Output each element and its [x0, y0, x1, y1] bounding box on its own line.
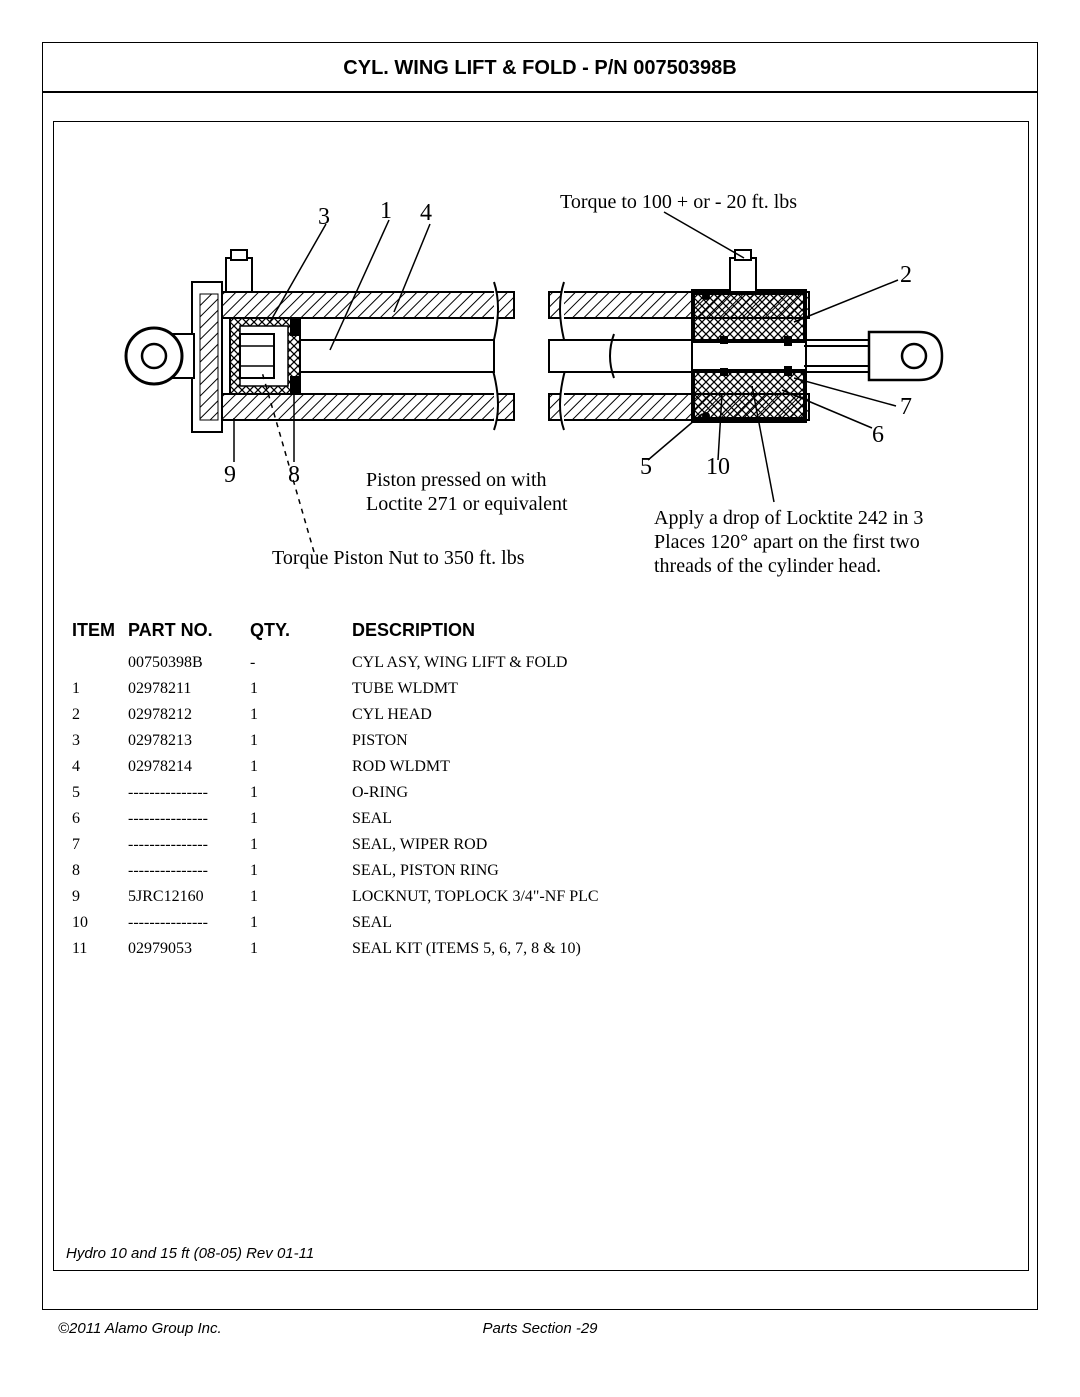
cell-desc: CYL ASY, WING LIFT & FOLD [352, 651, 992, 675]
cell-item: 10 [66, 911, 126, 935]
title-underline [43, 91, 1037, 93]
page-title: CYL. WING LIFT & FOLD - P/N 00750398B [43, 57, 1037, 80]
revision-line: Hydro 10 and 15 ft (08-05) Rev 01-11 [66, 1245, 314, 1262]
cell-qty: 1 [250, 729, 350, 753]
callout-5: 5 [640, 454, 652, 481]
table-row: 7---------------1SEAL, WIPER ROD [66, 833, 992, 857]
cell-part: --------------- [128, 859, 248, 883]
table-row: 4029782141ROD WLDMT [66, 755, 992, 779]
cell-part: 02978214 [128, 755, 248, 779]
cell-desc: TUBE WLDMT [352, 677, 992, 701]
page-footer: Parts Section -29 [0, 1320, 1080, 1337]
cell-part: 00750398B [128, 651, 248, 675]
callout-3: 3 [318, 204, 330, 231]
inner-frame: 4 1 3 9 8 2 7 6 10 5 Torque to 100 + or … [53, 121, 1029, 1271]
cell-desc: SEAL [352, 911, 992, 935]
cell-part: 02978211 [128, 677, 248, 701]
callout-6: 6 [872, 422, 884, 449]
cell-part: 02978213 [128, 729, 248, 753]
table-row: 5---------------1O-RING [66, 781, 992, 805]
cell-qty: 1 [250, 911, 350, 935]
table-row: 6---------------1SEAL [66, 807, 992, 831]
note-loctite-l3: threads of the cylinder head. [654, 554, 881, 579]
table-row: 1029782111TUBE WLDMT [66, 677, 992, 701]
table-header-row: ITEM PART NO. QTY. DESCRIPTION [66, 616, 992, 649]
cell-qty: 1 [250, 781, 350, 805]
cell-part: 02978212 [128, 703, 248, 727]
header-qty: QTY. [250, 616, 350, 649]
cell-item: 3 [66, 729, 126, 753]
cell-part: --------------- [128, 807, 248, 831]
cell-desc: ROD WLDMT [352, 755, 992, 779]
callout-7: 7 [900, 394, 912, 421]
cell-part: --------------- [128, 833, 248, 857]
cell-desc: PISTON [352, 729, 992, 753]
cell-item: 11 [66, 937, 126, 961]
note-loctite-l2: Places 120° apart on the first two [654, 530, 920, 555]
cell-qty: 1 [250, 859, 350, 883]
table-row: 00750398B-CYL ASY, WING LIFT & FOLD [66, 651, 992, 675]
cell-item [66, 651, 126, 675]
cell-part: 02979053 [128, 937, 248, 961]
cell-qty: 1 [250, 677, 350, 701]
cell-item: 5 [66, 781, 126, 805]
table-row: 95JRC121601LOCKNUT, TOPLOCK 3/4"-NF PLC [66, 885, 992, 909]
cylinder-diagram: 4 1 3 9 8 2 7 6 10 5 Torque to 100 + or … [94, 162, 990, 592]
callout-2: 2 [900, 262, 912, 289]
callout-9: 9 [224, 462, 236, 489]
header-item: ITEM [66, 616, 126, 649]
cell-qty: 1 [250, 703, 350, 727]
note-piston-l2: Loctite 271 or equivalent [366, 492, 568, 517]
header-part: PART NO. [128, 616, 248, 649]
note-loctite-l1: Apply a drop of Locktite 242 in 3 [654, 506, 923, 531]
outer-frame: CYL. WING LIFT & FOLD - P/N 00750398B [42, 42, 1038, 1310]
callout-1: 1 [380, 198, 392, 225]
cell-qty: 1 [250, 807, 350, 831]
cell-qty: 1 [250, 833, 350, 857]
cell-desc: SEAL KIT (ITEMS 5, 6, 7, 8 & 10) [352, 937, 992, 961]
cell-desc: O-RING [352, 781, 992, 805]
callout-10: 10 [706, 454, 730, 481]
cell-part: --------------- [128, 781, 248, 805]
table-row: 2029782121CYL HEAD [66, 703, 992, 727]
cell-item: 7 [66, 833, 126, 857]
note-piston-l1: Piston pressed on with [366, 468, 547, 493]
cell-item: 6 [66, 807, 126, 831]
cell-item: 4 [66, 755, 126, 779]
cell-qty: 1 [250, 937, 350, 961]
note-torque-top: Torque to 100 + or - 20 ft. lbs [560, 190, 797, 215]
cell-item: 8 [66, 859, 126, 883]
cell-qty: 1 [250, 755, 350, 779]
table-row: 8---------------1SEAL, PISTON RING [66, 859, 992, 883]
table-row: 3029782131PISTON [66, 729, 992, 753]
callout-8: 8 [288, 462, 300, 489]
cell-part: 5JRC12160 [128, 885, 248, 909]
cell-item: 9 [66, 885, 126, 909]
cell-desc: SEAL [352, 807, 992, 831]
cell-qty: - [250, 651, 350, 675]
cell-item: 2 [66, 703, 126, 727]
callout-4: 4 [420, 200, 432, 227]
cell-desc: LOCKNUT, TOPLOCK 3/4"-NF PLC [352, 885, 992, 909]
cell-desc: SEAL, PISTON RING [352, 859, 992, 883]
cell-item: 1 [66, 677, 126, 701]
parts-table: ITEM PART NO. QTY. DESCRIPTION 00750398B… [64, 614, 994, 963]
cell-desc: CYL HEAD [352, 703, 992, 727]
cell-qty: 1 [250, 885, 350, 909]
cell-desc: SEAL, WIPER ROD [352, 833, 992, 857]
table-row: 11029790531SEAL KIT (ITEMS 5, 6, 7, 8 & … [66, 937, 992, 961]
header-desc: DESCRIPTION [352, 616, 992, 649]
note-torque-nut: Torque Piston Nut to 350 ft. lbs [272, 546, 525, 571]
table-row: 10---------------1SEAL [66, 911, 992, 935]
cell-part: --------------- [128, 911, 248, 935]
